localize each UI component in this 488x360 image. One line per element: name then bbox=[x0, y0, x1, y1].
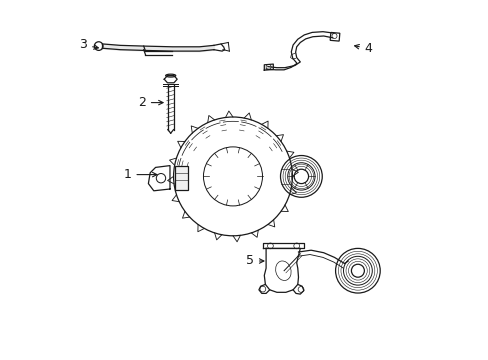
Text: 3: 3 bbox=[79, 39, 98, 51]
Text: 4: 4 bbox=[354, 42, 372, 55]
Text: 1: 1 bbox=[123, 168, 157, 181]
Bar bbox=[329, 32, 339, 41]
Bar bbox=[175, 166, 187, 190]
Text: 2: 2 bbox=[138, 96, 163, 109]
Text: 5: 5 bbox=[245, 255, 264, 267]
